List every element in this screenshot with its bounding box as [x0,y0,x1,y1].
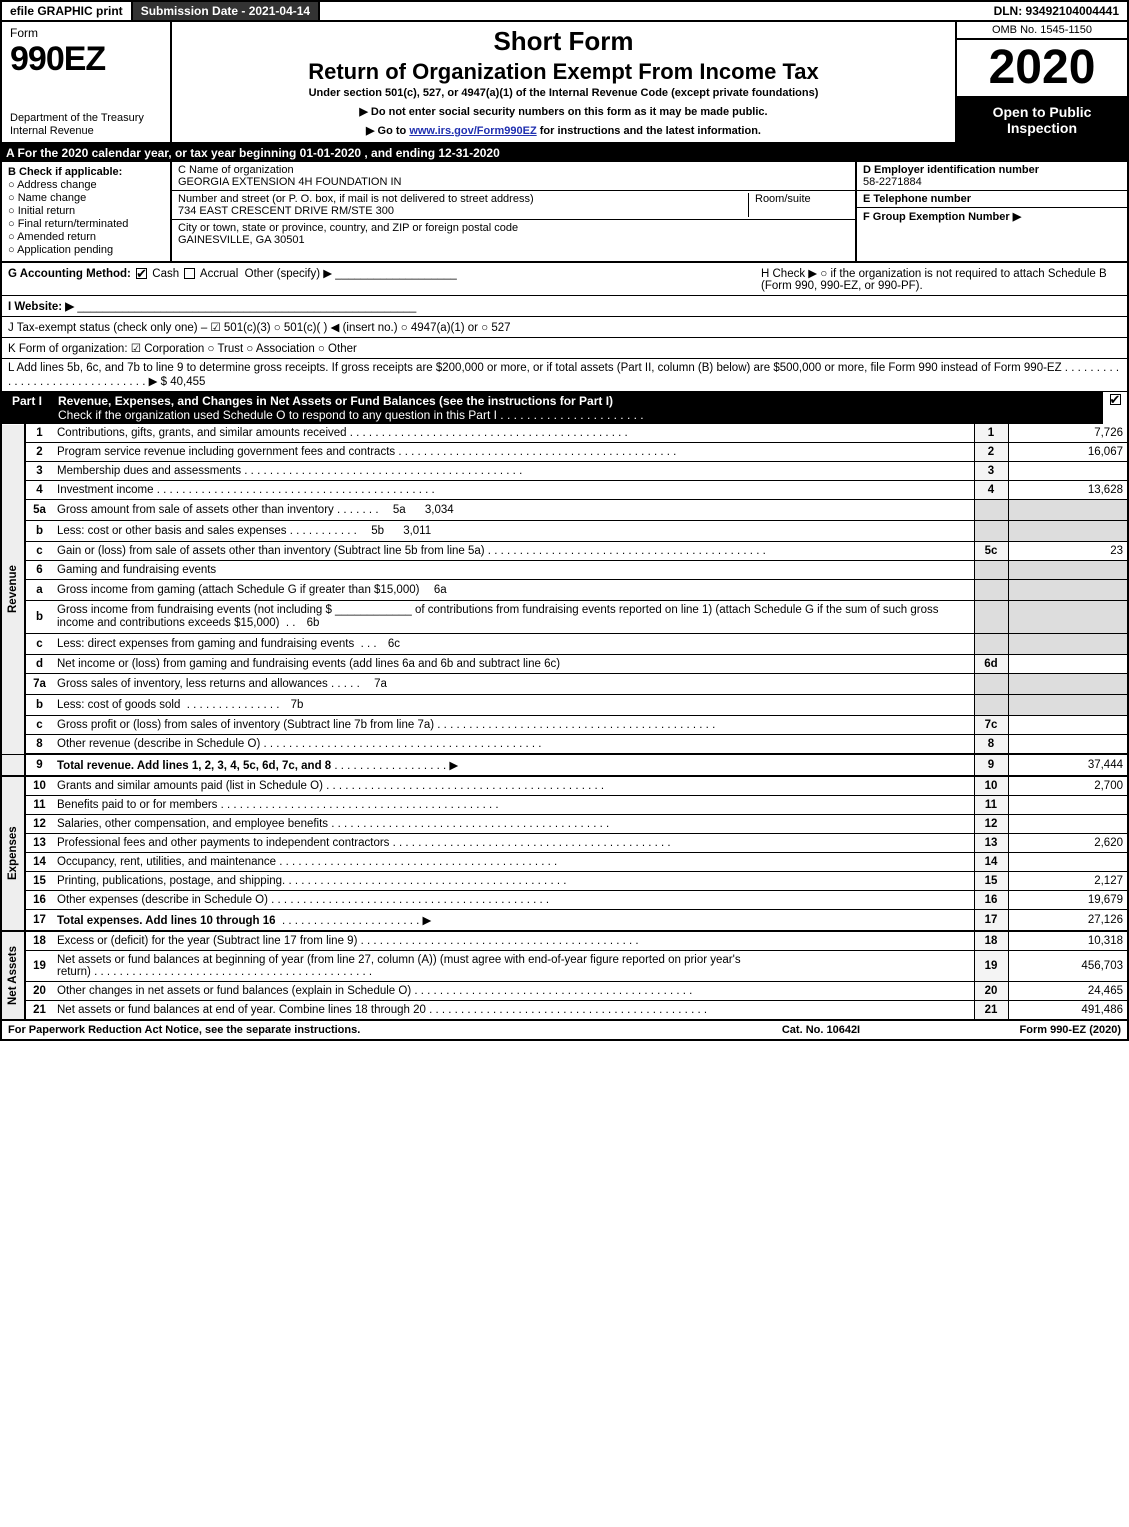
city-cell: City or town, state or province, country… [172,220,855,248]
line-3: 3Membership dues and assessments3 [1,462,1128,481]
group-exemption-cell: F Group Exemption Number ▶ [857,208,1127,261]
form-word: Form [10,26,162,40]
chk-accrual[interactable] [184,268,195,279]
chk-final[interactable]: Final return/terminated [8,218,164,230]
line-5a: 5aGross amount from sale of assets other… [1,500,1128,521]
part1-header: Part I Revenue, Expenses, and Changes in… [0,392,1129,424]
ssn-notice: ▶ Do not enter social security numbers o… [178,105,949,118]
dept-treasury: Department of the Treasury Internal Reve… [10,112,162,138]
under-section: Under section 501(c), 527, or 4947(a)(1)… [178,87,949,99]
cat-no: Cat. No. 10642I [721,1024,921,1036]
line-5c: cGain or (loss) from sale of assets othe… [1,542,1128,561]
line-6a: aGross income from gaming (attach Schedu… [1,580,1128,601]
header-right: OMB No. 1545-1150 2020 Open to Public In… [957,22,1127,142]
top-bar: efile GRAPHIC print Submission Date - 20… [0,0,1129,22]
efile-btn[interactable]: efile GRAPHIC print [2,2,133,20]
city-state-zip: GAINESVILLE, GA 30501 [178,234,305,246]
form-header: Form 990EZ Department of the Treasury In… [0,22,1129,144]
col-d: D Employer identification number 58-2271… [857,162,1127,261]
part1-tag: Part I [2,392,52,424]
form-code: 990EZ [10,40,162,79]
line-8: 8Other revenue (describe in Schedule O)8 [1,735,1128,755]
line-18: Net Assets 18Excess or (deficit) for the… [1,931,1128,951]
dln: DLN: 93492104004441 [986,2,1127,20]
row-k: K Form of organization: ☑ Corporation ○ … [0,338,1129,359]
header-mid: Short Form Return of Organization Exempt… [172,22,957,142]
line-19: 19Net assets or fund balances at beginni… [1,951,1128,982]
street-address: 734 EAST CRESCENT DRIVE RM/STE 300 [178,205,394,217]
info-grid: B Check if applicable: Address change Na… [0,162,1129,263]
section-expenses: Expenses [1,776,25,931]
line-20: 20Other changes in net assets or fund ba… [1,982,1128,1001]
row-l: L Add lines 5b, 6c, and 7b to line 9 to … [0,359,1129,392]
line-1: Revenue 1Contributions, gifts, grants, a… [1,424,1128,443]
line-9: 9Total revenue. Add lines 1, 2, 3, 4, 5c… [1,754,1128,776]
address-cell: Number and street (or P. O. box, if mail… [172,191,855,220]
col-b: B Check if applicable: Address change Na… [2,162,172,261]
period-row: A For the 2020 calendar year, or tax yea… [0,144,1129,162]
goto-notice: ▶ Go to www.irs.gov/Form990EZ for instru… [178,124,949,137]
line-21: 21Net assets or fund balances at end of … [1,1001,1128,1021]
chk-name[interactable]: Name change [8,192,164,204]
chk-initial[interactable]: Initial return [8,205,164,217]
submission-date: Submission Date - 2021-04-14 [133,2,320,20]
ein: 58-2271884 [863,176,922,188]
form-footer: Form 990-EZ (2020) [921,1024,1121,1036]
org-name-cell: C Name of organization GEORGIA EXTENSION… [172,162,855,191]
paperwork-notice: For Paperwork Reduction Act Notice, see … [8,1024,721,1036]
line-7a: 7aGross sales of inventory, less returns… [1,674,1128,695]
omb-number: OMB No. 1545-1150 [957,22,1127,40]
row-i: I Website: ▶ ___________________________… [0,296,1129,317]
line-4: 4Investment income413,628 [1,481,1128,500]
lines-table: Revenue 1Contributions, gifts, grants, a… [0,424,1129,1021]
open-inspection: Open to Public Inspection [957,98,1127,142]
tax-year: 2020 [957,40,1127,98]
line-13: 13Professional fees and other payments t… [1,834,1128,853]
line-7c: cGross profit or (loss) from sales of in… [1,716,1128,735]
part1-schedule-o-check[interactable] [1103,392,1127,424]
line-6c: cLess: direct expenses from gaming and f… [1,634,1128,655]
chk-cash[interactable] [136,268,147,279]
line-16: 16Other expenses (describe in Schedule O… [1,891,1128,910]
part1-sub: Check if the organization used Schedule … [58,408,644,422]
part1-title: Revenue, Expenses, and Changes in Net As… [58,394,613,408]
return-title: Return of Organization Exempt From Incom… [178,59,949,85]
line-15: 15Printing, publications, postage, and s… [1,872,1128,891]
ein-cell: D Employer identification number 58-2271… [857,162,1127,191]
line-2: 2Program service revenue including gover… [1,443,1128,462]
chk-amended[interactable]: Amended return [8,231,164,243]
line-5b: bLess: cost or other basis and sales exp… [1,521,1128,542]
org-name: GEORGIA EXTENSION 4H FOUNDATION IN [178,176,402,188]
line-17: 17Total expenses. Add lines 10 through 1… [1,910,1128,932]
line-6d: dNet income or (loss) from gaming and fu… [1,655,1128,674]
row-h: H Check ▶ ○ if the organization is not r… [761,266,1121,292]
header-left: Form 990EZ Department of the Treasury In… [2,22,172,142]
col-c: C Name of organization GEORGIA EXTENSION… [172,162,857,261]
gross-receipts: $ 40,455 [161,376,206,388]
line-12: 12Salaries, other compensation, and empl… [1,815,1128,834]
short-form-title: Short Form [178,26,949,57]
line-7b: bLess: cost of goods sold . . . . . . . … [1,695,1128,716]
chk-pending[interactable]: Application pending [8,244,164,256]
section-netassets: Net Assets [1,931,25,1020]
line-10: Expenses 10Grants and similar amounts pa… [1,776,1128,796]
footer: For Paperwork Reduction Act Notice, see … [0,1021,1129,1041]
chk-address[interactable]: Address change [8,179,164,191]
row-g-h: G Accounting Method: Cash Accrual Other … [0,263,1129,296]
line-6: 6Gaming and fundraising events [1,561,1128,580]
irs-link[interactable]: www.irs.gov/Form990EZ [409,125,536,137]
phone-cell: E Telephone number [857,191,1127,208]
line-11: 11Benefits paid to or for members11 [1,796,1128,815]
row-j: J Tax-exempt status (check only one) – ☑… [0,317,1129,338]
section-revenue: Revenue [1,424,25,754]
room-suite-label: Room/suite [749,193,849,217]
line-14: 14Occupancy, rent, utilities, and mainte… [1,853,1128,872]
line-6b: bGross income from fundraising events (n… [1,601,1128,634]
